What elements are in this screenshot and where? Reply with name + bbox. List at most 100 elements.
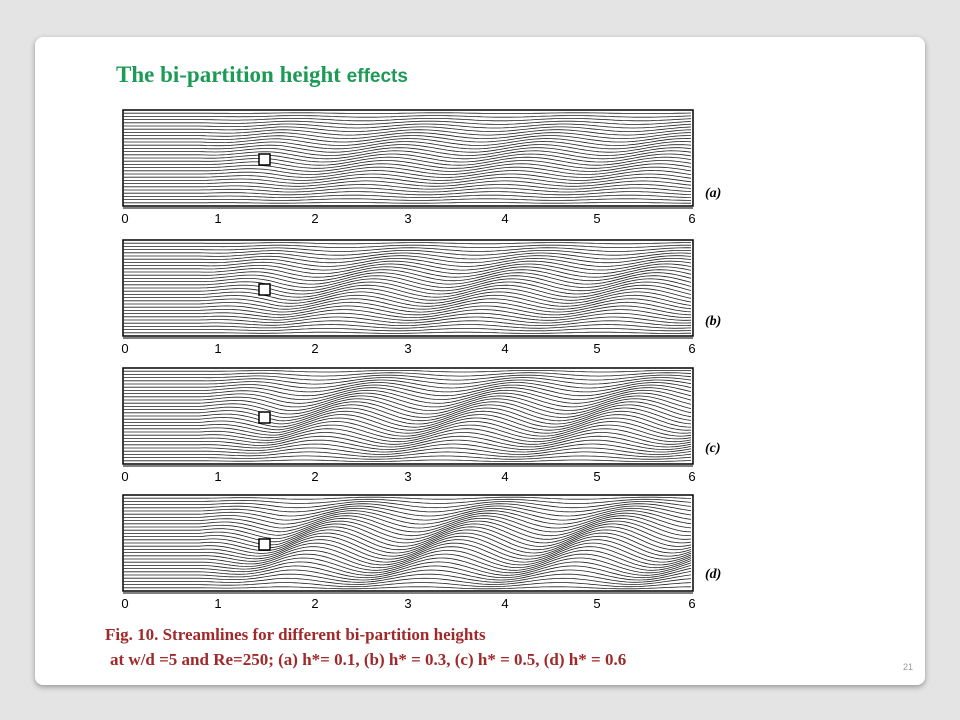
x-tick-label: 6 (688, 341, 695, 356)
x-tick-label: 2 (311, 596, 318, 611)
streamline (123, 260, 692, 271)
streamline (123, 374, 692, 381)
title-main: The bi-partition height (116, 62, 341, 87)
streamline (123, 515, 692, 533)
streamline (123, 263, 692, 275)
streamline (123, 401, 692, 418)
streamline (123, 526, 692, 547)
title-tail: effects (347, 66, 408, 87)
streamline (123, 512, 692, 529)
obstacle (258, 538, 271, 551)
streamline (123, 138, 692, 146)
streamline (123, 549, 692, 569)
streamline (123, 414, 692, 431)
streamline (123, 569, 692, 581)
streamline (123, 586, 691, 590)
streamline (123, 573, 692, 583)
streamline (123, 257, 692, 267)
streamline (123, 505, 692, 517)
streamline (123, 582, 692, 588)
streamline (123, 523, 692, 544)
x-tick-label: 1 (214, 211, 221, 226)
streamline (123, 395, 692, 411)
streamline (123, 244, 691, 248)
streamline (123, 141, 692, 150)
streamline (123, 372, 692, 377)
streamline (123, 173, 692, 181)
streamline (123, 377, 692, 385)
streamline (123, 532, 692, 554)
streamline (123, 118, 692, 122)
streamline (123, 439, 692, 450)
streamline (123, 557, 692, 574)
streamline (123, 294, 692, 307)
x-tick-label: 5 (593, 469, 600, 484)
obstacle (258, 153, 271, 166)
streamline (123, 324, 692, 329)
panel-label: (d) (705, 567, 721, 582)
page-number: 21 (903, 662, 913, 672)
streamline (123, 424, 692, 440)
streamline (123, 156, 692, 166)
streamline (123, 392, 692, 408)
streamline (123, 320, 692, 326)
x-tick-label: 2 (311, 469, 318, 484)
x-tick-label: 1 (214, 469, 221, 484)
caption-line2: at w/d =5 and Re=250; (a) h*= 0.1, (b) h… (110, 650, 626, 669)
streamline (123, 432, 692, 445)
streamline (123, 166, 692, 175)
streamline (123, 459, 692, 462)
x-tick-label: 0 (121, 469, 128, 484)
streamline (123, 272, 692, 285)
streamline (123, 163, 692, 172)
obstacle (258, 283, 271, 296)
x-tick-label: 5 (593, 341, 600, 356)
streamline (123, 284, 692, 298)
streamline (123, 421, 692, 437)
x-tick-label: 2 (311, 341, 318, 356)
streamline (123, 132, 692, 140)
streamline (123, 115, 692, 118)
streamline (123, 428, 692, 443)
streamline (123, 455, 692, 460)
streamline (123, 535, 692, 557)
streamline (123, 520, 692, 540)
streamline (123, 291, 692, 304)
x-tick-label: 4 (501, 469, 508, 484)
panel-label: (c) (705, 441, 721, 456)
streamline (123, 305, 692, 316)
streamline (123, 126, 692, 133)
x-tick-label: 5 (593, 596, 600, 611)
streamline-plot (122, 494, 694, 594)
x-tick-label: 3 (404, 341, 411, 356)
streamline (123, 384, 692, 397)
streamline (123, 443, 692, 453)
streamline (123, 255, 692, 264)
x-tick-label: 1 (214, 596, 221, 611)
streamline (123, 150, 692, 160)
streamline (123, 269, 692, 282)
streamline (123, 331, 691, 334)
x-tick-label: 6 (688, 211, 695, 226)
x-tick-label: 0 (121, 341, 128, 356)
x-tick-label: 6 (688, 596, 695, 611)
x-tick-label: 0 (121, 211, 128, 226)
streamline (123, 183, 692, 190)
streamline (123, 539, 692, 560)
streamline (123, 129, 692, 136)
x-tick-label: 5 (593, 211, 600, 226)
streamline (123, 312, 692, 321)
x-tick-label: 6 (688, 469, 695, 484)
streamline-plot (122, 239, 694, 339)
streamline (123, 404, 692, 422)
streamline (123, 194, 692, 198)
streamline (123, 176, 692, 184)
streamline (123, 266, 692, 278)
x-tick-label: 1 (214, 341, 221, 356)
streamline (123, 288, 692, 301)
streamline (123, 275, 692, 288)
streamline (123, 170, 692, 178)
streamline (123, 180, 692, 187)
